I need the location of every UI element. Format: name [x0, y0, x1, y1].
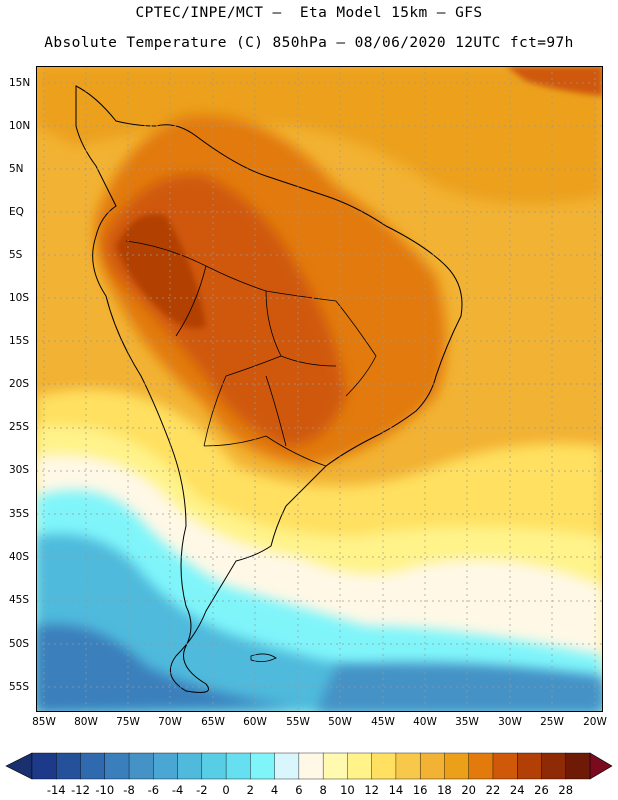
- colorbar-swatch: [31, 752, 57, 780]
- colorbar-swatch: [565, 752, 591, 780]
- lon-label-25w: 25W: [540, 716, 564, 728]
- lat-lon-grid: [36, 66, 603, 712]
- colorbar-tick-label: 14: [388, 783, 404, 797]
- colorbar-swatch: [153, 752, 179, 780]
- colorbar-swatch: [347, 752, 373, 780]
- colorbar-swatch: [517, 752, 542, 780]
- field-0c: [36, 534, 603, 712]
- colorbar-swatch: [492, 752, 518, 780]
- field-24c-corner: [506, 66, 603, 96]
- colorbar-under-triangle: [5, 752, 33, 780]
- colorbar-swatch: [104, 752, 130, 780]
- colorbar-swatch: [371, 752, 397, 780]
- lon-label-65w: 65W: [201, 716, 225, 728]
- colorbar-tick-label: 8: [319, 783, 327, 797]
- lon-label-50w: 50W: [328, 716, 352, 728]
- lat-label-15n: 15N: [9, 77, 31, 89]
- lat-label-30s: 30S: [9, 464, 30, 476]
- lon-label-60w: 60W: [243, 716, 267, 728]
- colorbar-tick-label: 18: [437, 783, 452, 797]
- colorbar-swatch: [250, 752, 276, 780]
- colorbar-swatch: [80, 752, 106, 780]
- colorbar-swatch: [419, 752, 445, 780]
- colorbar-swatch: [225, 752, 251, 780]
- lon-label-85w: 85W: [32, 716, 56, 728]
- lat-label-35s: 35S: [9, 508, 30, 520]
- lat-label-10n: 10N: [9, 120, 31, 132]
- lon-label-75w: 75W: [116, 716, 140, 728]
- colorbar-tick-label: -14: [46, 783, 66, 797]
- colorbar-swatch: [128, 752, 154, 780]
- field-neg4c: [316, 662, 603, 712]
- colorbar-tick-label: -10: [95, 783, 115, 797]
- colorbar-tick-label: -6: [147, 783, 160, 797]
- colorbar-tick-label: -8: [123, 783, 135, 797]
- colorbar-tick-label: 2: [246, 783, 254, 797]
- lon-label-40w: 40W: [413, 716, 437, 728]
- lon-label-80w: 80W: [74, 716, 98, 728]
- colorbar-tick-label: 10: [340, 783, 355, 797]
- colorbar-swatch: [322, 752, 348, 780]
- colorbar-tick-label: 6: [295, 783, 303, 797]
- colorbar-tick-label: 28: [558, 783, 574, 797]
- colorbar-swatch: [298, 752, 324, 780]
- lon-label-70w: 70W: [158, 716, 182, 728]
- colorbar-swatch: [468, 752, 494, 780]
- lat-label-20s: 20S: [9, 378, 30, 390]
- colorbar-swatch: [177, 752, 203, 780]
- coastline: [75, 85, 463, 693]
- lat-label-55s: 55S: [9, 681, 30, 693]
- temperature-field: [36, 66, 603, 712]
- colorbar-tick-label: 4: [270, 783, 279, 797]
- colorbar-tick-label: 20: [461, 783, 476, 797]
- lat-label-45s: 45S: [9, 594, 30, 606]
- lon-label-30w: 30W: [498, 716, 522, 728]
- colorbar-tick-label: 12: [364, 783, 379, 797]
- lon-label-55w: 55W: [286, 716, 310, 728]
- lat-label-5s: 5S: [9, 249, 23, 261]
- lat-label-5n: 5N: [9, 163, 24, 175]
- lat-label-50s: 50S: [9, 638, 30, 650]
- lat-label-40s: 40S: [9, 551, 30, 563]
- colorbar-tick-label: -4: [171, 783, 184, 797]
- falkland-islands: [250, 653, 277, 662]
- colorbar-tick-label: 22: [485, 783, 501, 797]
- colorbar-swatch: [541, 752, 567, 780]
- colorbar-tick-label: 0: [222, 783, 230, 797]
- colorbar-tick-label: 16: [412, 783, 428, 797]
- colorbar-tick-label: -12: [71, 783, 90, 797]
- colorbar: [5, 752, 613, 780]
- colorbar-swatch: [201, 752, 227, 780]
- colorbar-swatch: [56, 752, 82, 780]
- lat-label-10s: 10S: [9, 292, 30, 304]
- field-neg6c: [36, 624, 296, 712]
- chart-title-line2: Absolute Temperature (C) 850hPa – 08/06/…: [44, 35, 574, 51]
- colorbar-tick-label: 24: [509, 783, 525, 797]
- colorbar-swatch: [395, 752, 421, 780]
- lat-label-15s: 15S: [9, 335, 30, 347]
- temperature-map[interactable]: [36, 66, 603, 712]
- colorbar-over-triangle: [589, 752, 613, 780]
- lat-label-eq: EQ: [9, 206, 24, 218]
- lon-label-35w: 35W: [455, 716, 479, 728]
- colorbar-swatch: [444, 752, 470, 780]
- map-border: [36, 66, 603, 712]
- field-20c-north: [36, 66, 603, 204]
- colorbar-swatch: [274, 752, 300, 780]
- lon-label-45w: 45W: [371, 716, 395, 728]
- chart-title-line1: CPTEC/INPE/MCT – Eta Model 15km – GFS: [135, 5, 483, 21]
- lat-label-25s: 25S: [9, 421, 30, 433]
- colorbar-tick-label: 26: [534, 783, 549, 797]
- lon-label-20w: 20W: [583, 716, 607, 728]
- colorbar-tick-label: -2: [196, 783, 208, 797]
